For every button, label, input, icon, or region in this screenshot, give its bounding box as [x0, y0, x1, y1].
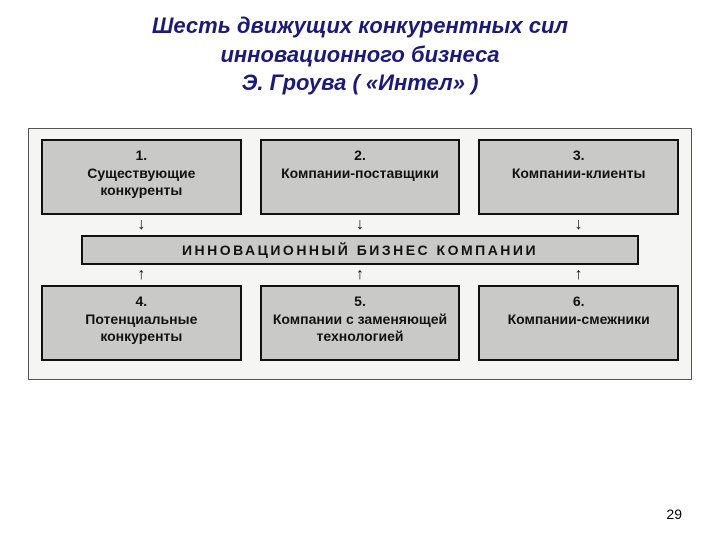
force-box-6: 6. Компании-смежники	[478, 285, 679, 361]
force-label: Компании-клиенты	[484, 165, 673, 183]
force-label: Компании-поставщики	[266, 165, 455, 183]
force-num: 1.	[47, 147, 236, 163]
bottom-row: 4. Потенциальные конкуренты 5. Компании …	[41, 285, 679, 361]
force-box-5: 5. Компании с заменяющей технологией	[260, 285, 461, 361]
force-num: 2.	[266, 147, 455, 163]
title-line-1: Шесть движущих конкурентных сил	[152, 13, 568, 38]
arrow-down-icon: ↓	[478, 215, 679, 235]
arrow-up-icon: ↑	[478, 265, 679, 285]
forces-diagram: 1. Существующие конкуренты 2. Компании-п…	[28, 128, 692, 380]
slide-title: Шесть движущих конкурентных сил инноваци…	[0, 0, 720, 98]
force-box-4: 4. Потенциальные конкуренты	[41, 285, 242, 361]
force-num: 3.	[484, 147, 673, 163]
arrow-down-icon: ↓	[41, 215, 242, 235]
force-num: 4.	[47, 293, 236, 309]
arrow-up-icon: ↑	[41, 265, 242, 285]
force-box-1: 1. Существующие конкуренты	[41, 139, 242, 215]
arrows-down-row: ↓ ↓ ↓	[41, 215, 679, 235]
force-num: 5.	[266, 293, 455, 309]
force-label: Компании-смежники	[484, 311, 673, 329]
page-number: 29	[666, 506, 682, 522]
center-row: ИННОВАЦИОННЫЙ БИЗНЕС КОМПАНИИ	[41, 235, 679, 265]
force-num: 6.	[484, 293, 673, 309]
force-label: Существующие конкуренты	[47, 165, 236, 200]
arrows-up-row: ↑ ↑ ↑	[41, 265, 679, 285]
top-row: 1. Существующие конкуренты 2. Компании-п…	[41, 139, 679, 215]
force-label: Потенциальные конкуренты	[47, 311, 236, 346]
force-label: Компании с заменяющей технологией	[266, 311, 455, 346]
force-box-2: 2. Компании-поставщики	[260, 139, 461, 215]
force-box-3: 3. Компании-клиенты	[478, 139, 679, 215]
center-box: ИННОВАЦИОННЫЙ БИЗНЕС КОМПАНИИ	[81, 235, 639, 265]
title-line-3: Э. Гроува ( «Интел» )	[242, 70, 479, 95]
title-line-2: инновационного бизнеса	[220, 42, 499, 67]
arrow-down-icon: ↓	[260, 215, 461, 235]
arrow-up-icon: ↑	[260, 265, 461, 285]
